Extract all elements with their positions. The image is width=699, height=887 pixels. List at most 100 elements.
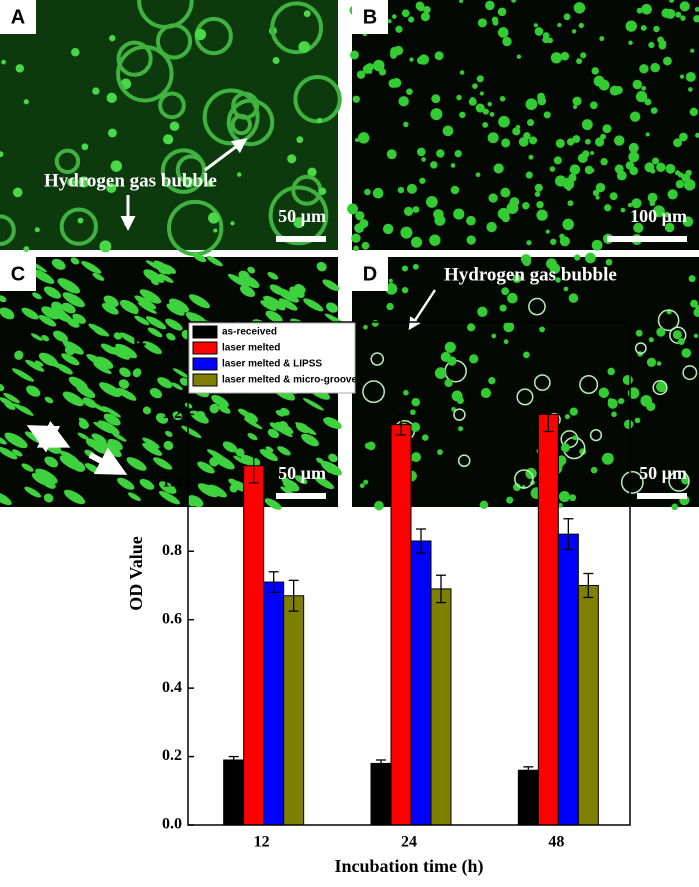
cell <box>272 424 293 437</box>
cell <box>277 446 291 456</box>
legend-swatch <box>192 341 218 355</box>
bubble <box>453 408 466 421</box>
cell <box>281 477 291 485</box>
cell <box>139 289 162 304</box>
cell <box>395 25 403 33</box>
cell <box>430 108 443 121</box>
cell <box>479 91 484 96</box>
cell <box>525 171 533 179</box>
cell <box>45 357 61 367</box>
cell <box>197 461 215 474</box>
cell <box>437 449 443 456</box>
arrow <box>26 425 62 453</box>
cell <box>694 6 699 12</box>
cell <box>550 52 562 64</box>
cell <box>574 254 581 261</box>
cell <box>238 408 250 417</box>
cell <box>656 381 668 393</box>
cell <box>648 337 654 343</box>
cell <box>563 286 569 292</box>
cell <box>106 92 117 104</box>
cell <box>590 466 598 474</box>
bubble <box>634 342 647 355</box>
cell <box>155 413 169 424</box>
cell <box>573 2 586 14</box>
cell <box>665 163 676 174</box>
scale-bar-label: 50 µm <box>639 463 687 483</box>
cell <box>89 401 108 413</box>
cell <box>23 99 29 105</box>
cell <box>102 406 121 418</box>
cell <box>0 307 15 320</box>
cell <box>491 333 497 339</box>
cell <box>61 302 76 314</box>
cell <box>25 359 45 372</box>
cell <box>557 22 562 28</box>
cell <box>607 367 615 376</box>
cell <box>653 25 660 33</box>
cell <box>457 426 464 432</box>
cell <box>459 0 464 4</box>
cell <box>366 441 376 451</box>
y-tick-label: 1.2 <box>162 405 182 422</box>
cell <box>497 7 507 17</box>
cell <box>4 432 28 449</box>
cell <box>364 188 371 196</box>
bubble <box>528 297 546 316</box>
cell <box>689 107 698 117</box>
legend-label: laser melted <box>222 343 280 354</box>
bubble <box>362 380 386 404</box>
bubble <box>652 379 668 396</box>
cell <box>303 298 324 312</box>
cell <box>391 14 397 19</box>
cell <box>569 164 581 175</box>
cell <box>549 166 556 172</box>
cell <box>235 448 245 457</box>
cell <box>197 483 219 498</box>
cell <box>512 127 521 136</box>
cell <box>409 57 414 62</box>
cell <box>451 406 456 412</box>
cell <box>585 138 591 145</box>
bubble <box>669 326 687 344</box>
cell <box>599 36 605 42</box>
bubble <box>54 148 81 175</box>
cell <box>585 252 596 264</box>
error-bar <box>416 528 426 554</box>
bubble <box>116 40 153 77</box>
cell <box>169 121 180 131</box>
cell <box>429 234 441 246</box>
cell <box>398 96 409 107</box>
cell <box>208 212 220 224</box>
cell <box>57 278 81 294</box>
cell <box>584 165 594 175</box>
cell <box>397 186 405 194</box>
cell <box>482 121 489 128</box>
cell <box>382 223 394 235</box>
cell <box>100 343 118 355</box>
cell <box>77 217 84 224</box>
cell <box>142 406 152 415</box>
cell <box>688 275 696 283</box>
cell <box>614 86 623 95</box>
cell <box>499 304 507 312</box>
cell <box>137 302 157 314</box>
y-tick-label: 0.6 <box>162 610 182 627</box>
cell <box>275 421 294 435</box>
cell <box>117 477 135 490</box>
bar <box>577 584 599 826</box>
cell <box>609 192 618 201</box>
cell <box>67 178 76 187</box>
cell <box>110 160 123 172</box>
cell <box>537 96 547 106</box>
cell <box>272 57 280 64</box>
cell <box>550 238 557 245</box>
cell <box>444 378 453 388</box>
cell <box>211 394 229 408</box>
cell <box>31 472 52 486</box>
cell <box>690 299 698 308</box>
cell <box>571 29 577 34</box>
cell <box>467 323 476 332</box>
cell <box>679 1 690 12</box>
